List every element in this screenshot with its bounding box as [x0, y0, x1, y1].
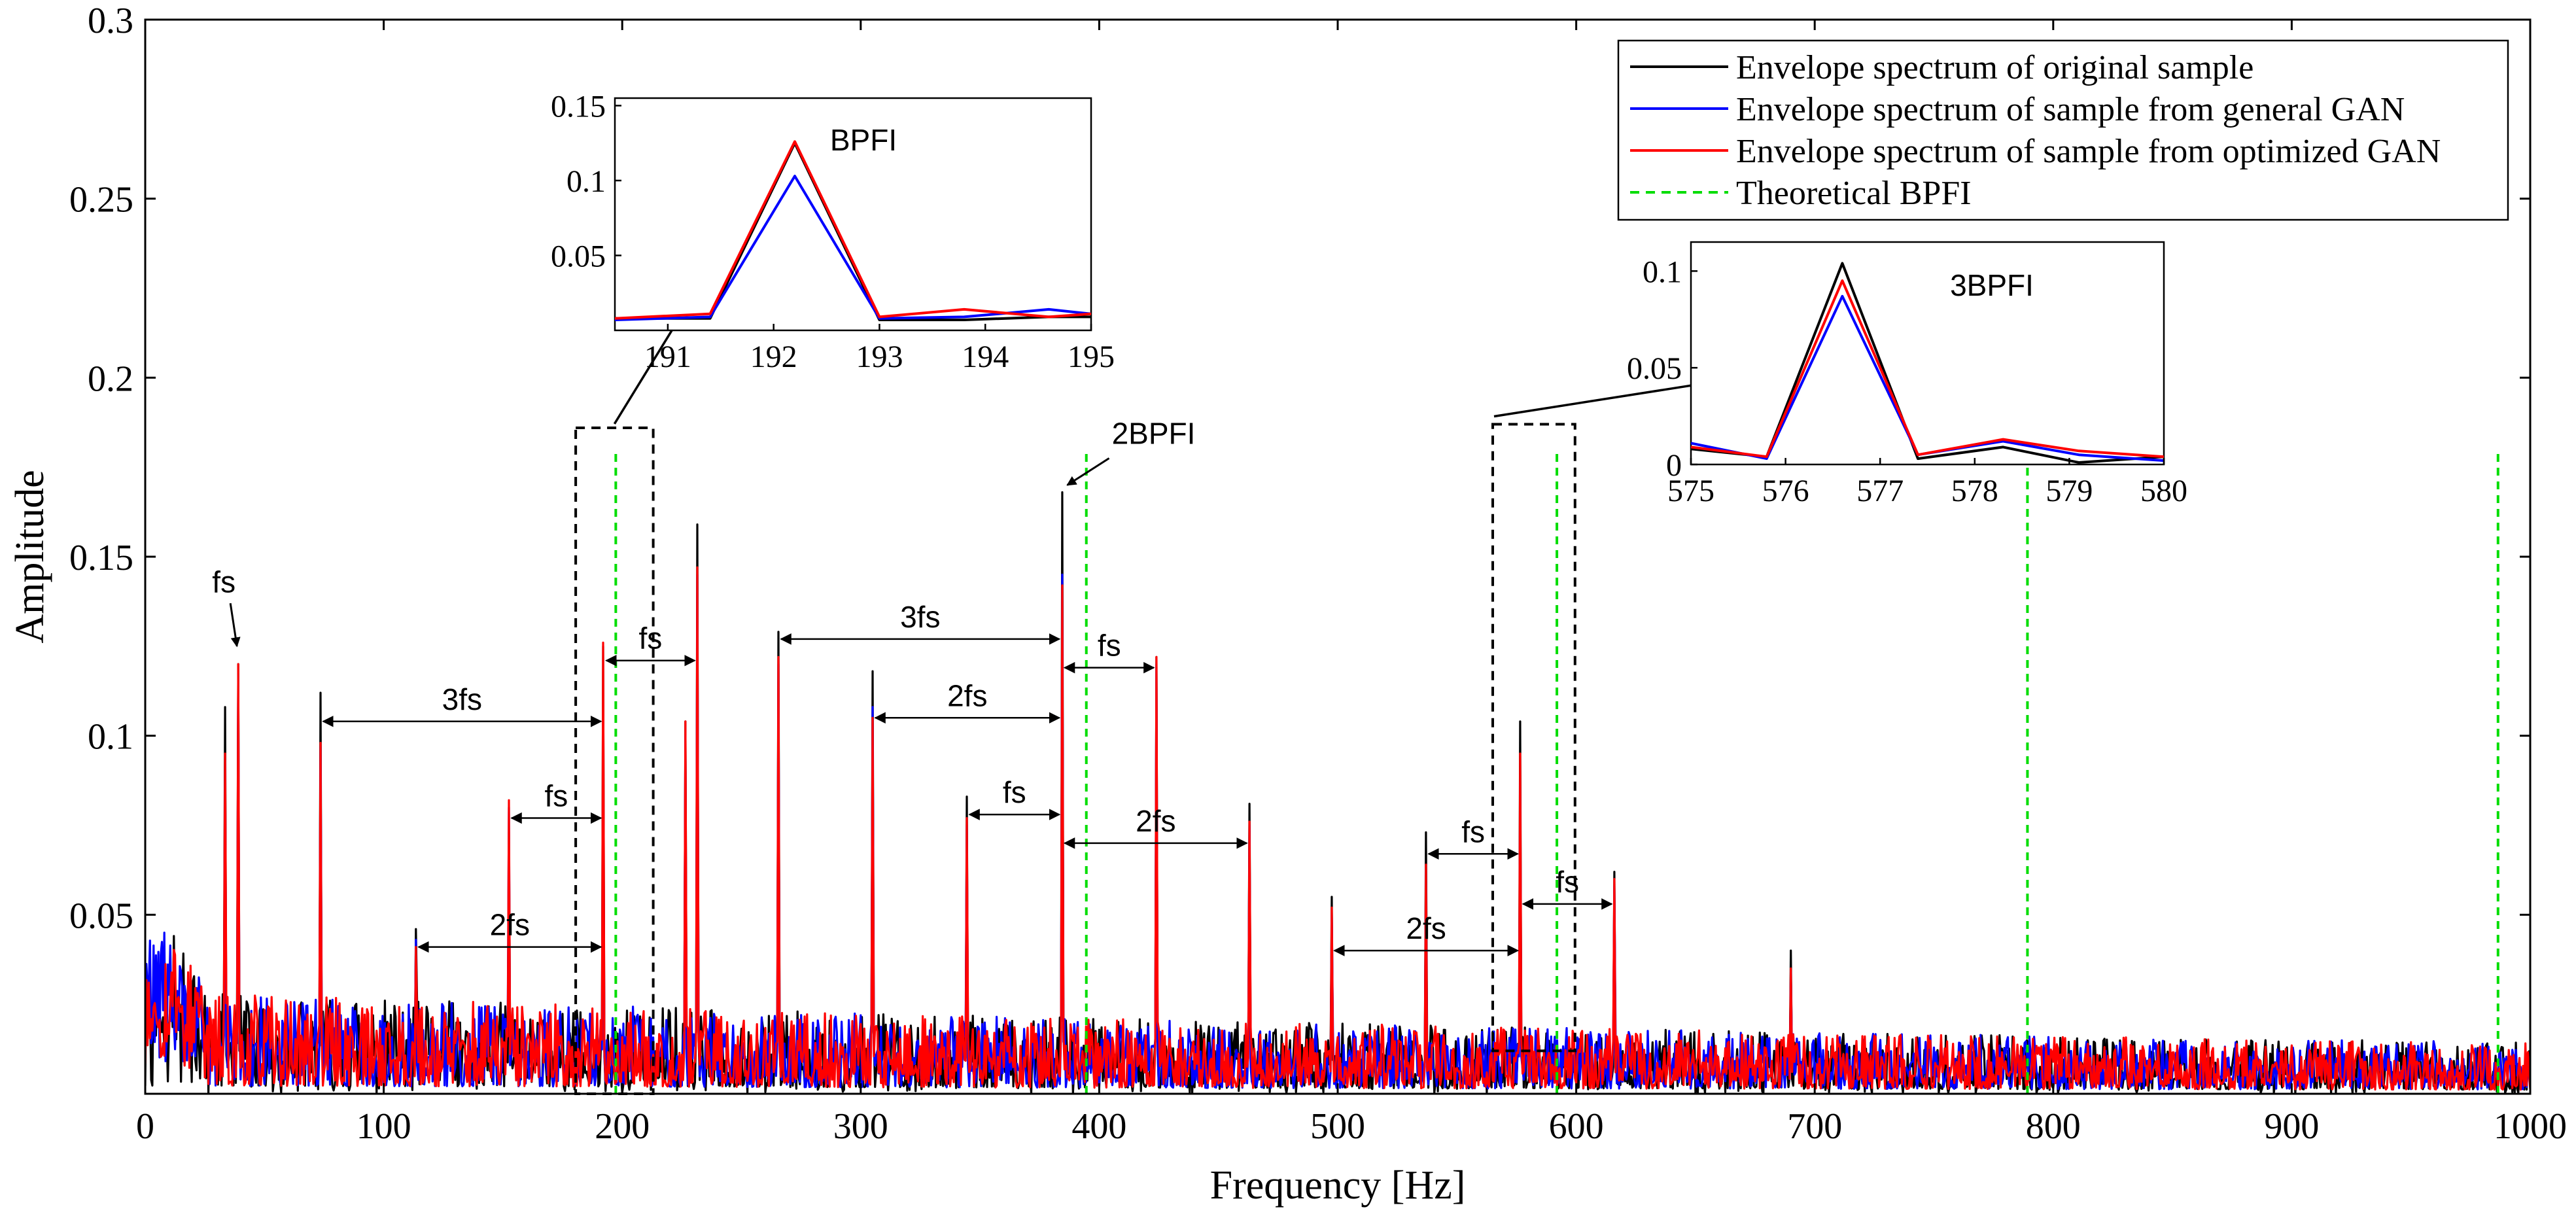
- inset-y-tick-label: 0.1: [566, 164, 606, 199]
- zoom-box: [574, 426, 655, 1095]
- inset-y-tick-label: 0: [1666, 448, 1682, 483]
- series-optimized: [145, 566, 2530, 1091]
- span-label: fs: [544, 779, 568, 813]
- inset-BPFI: 191 192 193 194 195 0.05 0.1 0.15 BPFI: [551, 89, 1115, 374]
- peak-label: fs: [212, 565, 235, 599]
- y-axis-label: Amplitude: [8, 470, 52, 643]
- legend-label: Envelope spectrum of sample from optimiz…: [1736, 133, 2441, 170]
- peak-label: 2BPFI: [1112, 417, 1196, 451]
- span-label: fs: [1003, 775, 1026, 809]
- inset-x-tick-label: 191: [644, 340, 691, 374]
- x-tick-label: 500: [1310, 1106, 1365, 1147]
- inset-frame: [614, 97, 1092, 332]
- inset-x-tick-label: 192: [750, 340, 797, 374]
- legend-box: [1617, 39, 2509, 221]
- legend-label: Theoretical BPFI: [1736, 175, 1972, 212]
- legend-label: Envelope spectrum of sample from general…: [1736, 91, 2405, 128]
- inset-title: 3BPFI: [1950, 268, 2034, 302]
- inset-x-tick-label: 577: [1856, 474, 1904, 508]
- legend: Envelope spectrum of original sample Enve…: [1617, 39, 2509, 221]
- theoretical-bpfi-layer: [614, 449, 2499, 1094]
- y-tick-label: 0.3: [88, 1, 133, 41]
- y-tick-label: 0.1: [88, 717, 133, 758]
- inset-series-general: [615, 175, 1091, 321]
- x-tick-label: 400: [1071, 1106, 1126, 1147]
- span-label: 2fs: [1406, 911, 1446, 945]
- x-tick-label: 800: [2026, 1106, 2081, 1147]
- x-tick-label: 200: [595, 1106, 650, 1147]
- axes-layer: 0 100 200 300 400 500 600 700 800 900 1000 0.05 0.1 0…: [69, 1, 2567, 1147]
- span-label: fs: [639, 621, 663, 655]
- peak-arrow: [1066, 457, 1110, 486]
- legend-label: Envelope spectrum of original sample: [1736, 49, 2254, 86]
- inset-y-tick-label: 0.05: [551, 239, 606, 273]
- span-label: 3fs: [900, 600, 940, 634]
- y-tick-label: 0.2: [88, 358, 133, 399]
- span-label: fs: [1556, 865, 1579, 899]
- x-tick-label: 100: [357, 1106, 411, 1147]
- x-tick-label: 1000: [2494, 1106, 2567, 1147]
- inset-x-tick-label: 193: [856, 340, 903, 374]
- spectra-layer: [145, 491, 2530, 1094]
- inset-x-tick-label: 194: [962, 340, 1009, 374]
- span-label: 2fs: [1136, 804, 1175, 838]
- x-axis-label: Frequency [Hz]: [1210, 1163, 1466, 1208]
- inset-3BPFI: 575 576 577 578 579 580 0 0.05 0.1 3BPFI: [1627, 241, 2187, 508]
- y-tick-label: 0.05: [69, 896, 133, 936]
- inset-frame: [1690, 241, 2165, 466]
- annotations-layer: fs 2BPFI 3fs fs 2fs fs 3fs 2fs fs fs 2fs fs 2fs fs: [212, 417, 1613, 956]
- y-tick-label: 0.15: [69, 538, 133, 578]
- inset-title: BPFI: [830, 123, 897, 157]
- x-tick-label: 600: [1549, 1106, 1604, 1147]
- inset-x-tick-label: 579: [2045, 474, 2093, 508]
- y-tick-label: 0.25: [69, 180, 133, 220]
- inset-y-tick-label: 0.1: [1643, 254, 1682, 289]
- inset-x-tick-label: 578: [1951, 474, 1998, 508]
- inset-y-tick-label: 0.05: [1627, 351, 1682, 386]
- x-tick-label: 300: [833, 1106, 888, 1147]
- inset-x-tick-label: 195: [1068, 340, 1115, 374]
- peak-arrow: [229, 602, 241, 648]
- zoom-box: [1491, 423, 1576, 1053]
- span-label: 3fs: [442, 682, 482, 716]
- x-tick-label: 700: [1787, 1106, 1842, 1147]
- span-label: 2fs: [490, 908, 530, 942]
- span-label: fs: [1461, 814, 1485, 848]
- inset-x-tick-label: 576: [1762, 474, 1809, 508]
- span-label: 2fs: [947, 678, 987, 712]
- inset-x-tick-label: 580: [2140, 474, 2187, 508]
- inset-x-tick-label: 575: [1667, 474, 1714, 508]
- x-tick-label: 900: [2264, 1106, 2319, 1147]
- span-label: fs: [1098, 629, 1121, 663]
- inset-series-optimized: [615, 140, 1091, 320]
- inset-y-tick-label: 0.15: [551, 89, 606, 124]
- inset-series-optimized: [1691, 279, 2164, 459]
- x-tick-label: 0: [136, 1106, 154, 1147]
